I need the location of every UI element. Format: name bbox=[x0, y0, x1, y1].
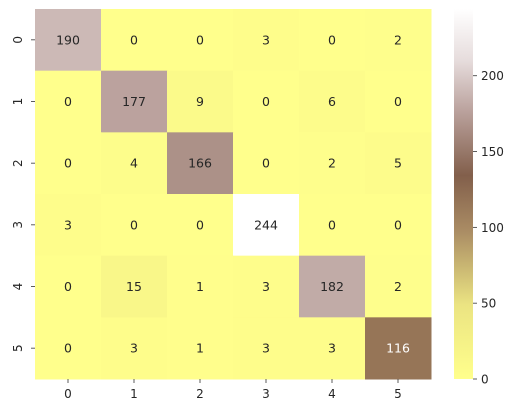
cell-value-label: 166 bbox=[188, 156, 212, 171]
heatmap-cell bbox=[233, 255, 300, 318]
colorbar-tick-label: 150 bbox=[481, 145, 504, 159]
cell-value-label: 0 bbox=[328, 217, 336, 232]
heatmap-cell bbox=[299, 317, 366, 380]
heatmap-cell bbox=[167, 70, 234, 133]
heatmap-cell bbox=[101, 194, 168, 257]
cell-value-label: 3 bbox=[328, 341, 336, 356]
cell-value-label: 0 bbox=[64, 156, 72, 171]
heatmap-cell bbox=[167, 9, 234, 72]
heatmap-cell bbox=[35, 255, 102, 318]
heatmap-cell bbox=[101, 70, 168, 133]
cell-value-label: 0 bbox=[262, 94, 270, 109]
heatmap-cell bbox=[35, 132, 102, 195]
cell-value-label: 0 bbox=[394, 217, 402, 232]
cell-value-label: 177 bbox=[122, 94, 146, 109]
heatmap-cell bbox=[365, 132, 432, 195]
heatmap-cell bbox=[365, 255, 432, 318]
heatmap-cell bbox=[365, 9, 432, 72]
heatmap-cell bbox=[167, 255, 234, 318]
heatmap-cell bbox=[365, 194, 432, 257]
cell-value-label: 0 bbox=[394, 94, 402, 109]
cell-value-label: 6 bbox=[328, 94, 336, 109]
heatmap-cells: 190 0 0 3 0 2 0 177 9 0 6 0 0 4 166 0 2 5 3 0 0 244 0 0 0 15 1 3 182… bbox=[35, 9, 432, 380]
heatmap-cell bbox=[35, 70, 102, 133]
cell-value-label: 0 bbox=[196, 217, 204, 232]
cell-value-label: 0 bbox=[64, 341, 72, 356]
x-axis: 0 1 2 3 4 5 bbox=[64, 379, 402, 401]
y-tick-label: 1 bbox=[11, 98, 25, 106]
y-tick-label: 0 bbox=[11, 36, 25, 44]
cell-value-label: 3 bbox=[64, 217, 72, 232]
cell-value-label: 2 bbox=[394, 32, 402, 47]
cell-value-label: 0 bbox=[196, 32, 204, 47]
x-tick-label: 4 bbox=[328, 387, 336, 401]
cell-value-label: 244 bbox=[254, 217, 278, 232]
heatmap-cell bbox=[233, 132, 300, 195]
y-tick-label: 5 bbox=[11, 344, 25, 352]
heatmap-cell bbox=[233, 317, 300, 380]
heatmap-cell bbox=[101, 255, 168, 318]
heatmap-cell bbox=[35, 317, 102, 380]
x-tick-label: 2 bbox=[196, 387, 204, 401]
cell-value-label: 0 bbox=[262, 156, 270, 171]
heatmap-cell bbox=[299, 70, 366, 133]
colorbar-gradient bbox=[454, 9, 473, 379]
heatmap-cell bbox=[35, 9, 102, 72]
colorbar-tick-label: 50 bbox=[481, 297, 496, 311]
colorbar: 0 50 100 150 200 bbox=[454, 9, 504, 387]
heatmap-cell bbox=[299, 194, 366, 257]
heatmap-cell bbox=[299, 9, 366, 72]
cell-value-label: 0 bbox=[130, 32, 138, 47]
cell-value-label: 0 bbox=[328, 32, 336, 47]
heatmap-cell bbox=[299, 132, 366, 195]
cell-value-label: 1 bbox=[196, 279, 204, 294]
y-tick-label: 3 bbox=[11, 221, 25, 229]
heatmap-cell bbox=[233, 9, 300, 72]
cell-value-label: 3 bbox=[262, 279, 270, 294]
heatmap-cell bbox=[167, 317, 234, 380]
heatmap-cell bbox=[35, 194, 102, 257]
cell-value-label: 5 bbox=[394, 156, 402, 171]
cell-value-label: 3 bbox=[262, 341, 270, 356]
heatmap-cell bbox=[101, 132, 168, 195]
colorbar-tick-label: 200 bbox=[481, 69, 504, 83]
cell-value-label: 190 bbox=[56, 32, 80, 47]
heatmap-cell bbox=[365, 317, 432, 380]
cell-value-label: 2 bbox=[394, 279, 402, 294]
heatmap-cell bbox=[167, 132, 234, 195]
heatmap-cell bbox=[299, 255, 366, 318]
y-tick-label: 4 bbox=[11, 283, 25, 291]
cell-value-label: 0 bbox=[64, 94, 72, 109]
y-axis: 0 1 2 3 4 5 bbox=[11, 36, 35, 352]
x-tick-label: 0 bbox=[64, 387, 72, 401]
heatmap-cell bbox=[167, 194, 234, 257]
colorbar-tick-label: 100 bbox=[481, 221, 504, 235]
cell-value-label: 9 bbox=[196, 94, 204, 109]
cell-value-label: 2 bbox=[328, 156, 336, 171]
cell-value-label: 0 bbox=[64, 279, 72, 294]
heatmap-cell bbox=[233, 194, 300, 257]
colorbar-tick-label: 0 bbox=[481, 373, 489, 387]
heatmap-cell bbox=[233, 70, 300, 133]
y-tick-label: 2 bbox=[11, 159, 25, 167]
cell-value-label: 3 bbox=[262, 32, 270, 47]
cell-value-label: 116 bbox=[386, 341, 410, 356]
heatmap-cell bbox=[101, 317, 168, 380]
heatmap-cell bbox=[365, 70, 432, 133]
cell-value-label: 4 bbox=[130, 156, 138, 171]
x-tick-label: 1 bbox=[130, 387, 138, 401]
cell-value-label: 3 bbox=[130, 341, 138, 356]
cell-value-label: 182 bbox=[320, 279, 344, 294]
cell-value-label: 0 bbox=[130, 217, 138, 232]
x-tick-label: 5 bbox=[394, 387, 402, 401]
heatmap-cell bbox=[101, 9, 168, 72]
x-tick-label: 3 bbox=[262, 387, 270, 401]
cell-value-label: 1 bbox=[196, 341, 204, 356]
cell-value-label: 15 bbox=[126, 279, 142, 294]
